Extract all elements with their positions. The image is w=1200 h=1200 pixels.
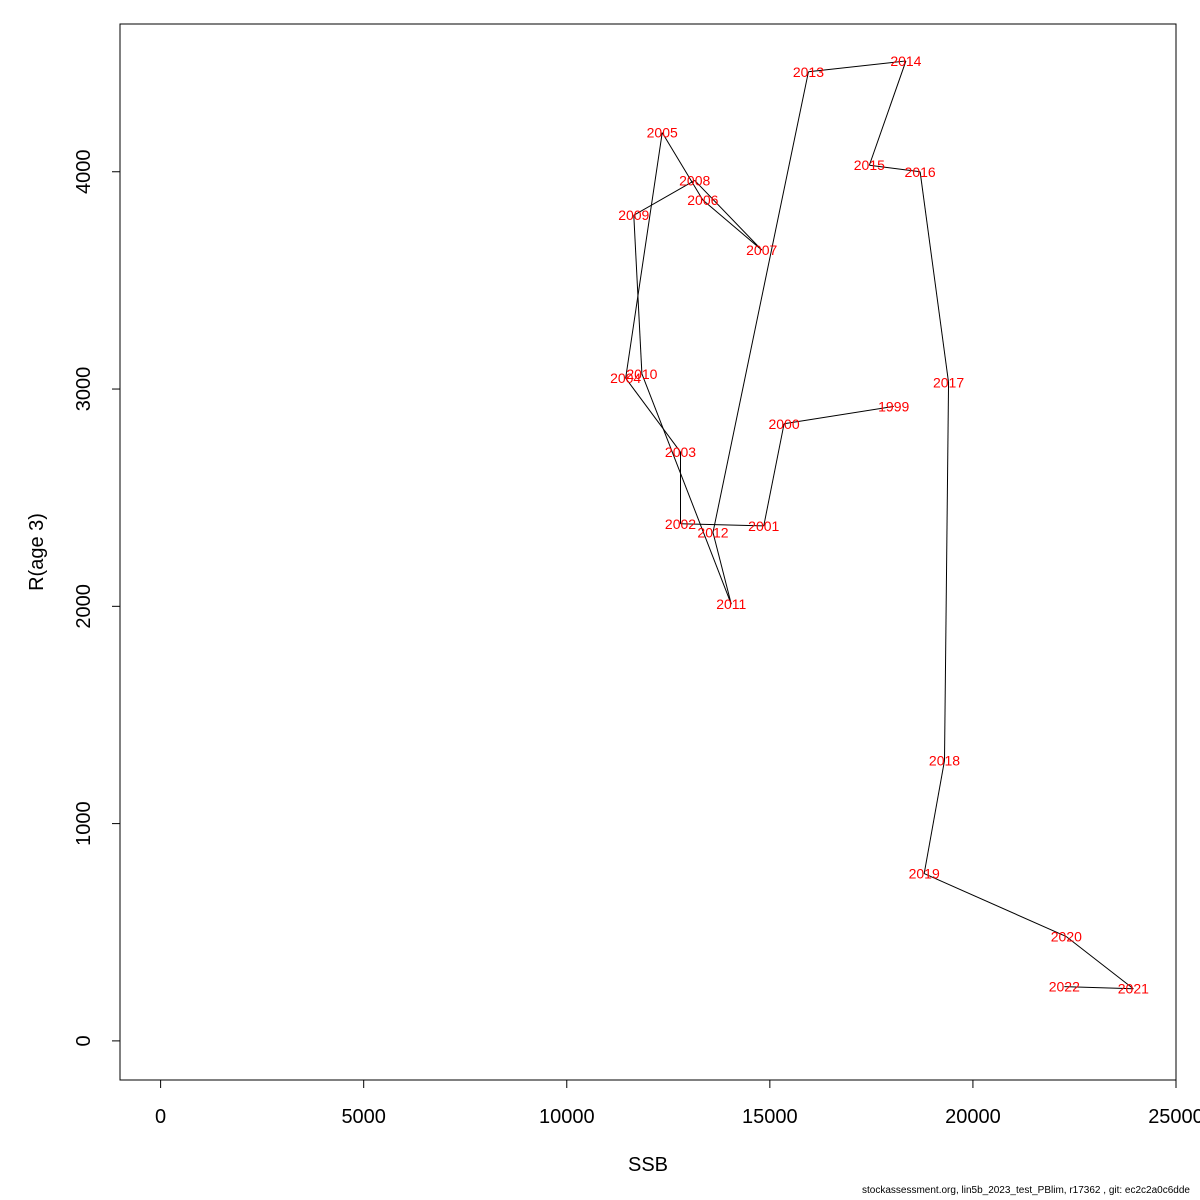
series-segment [694, 180, 763, 251]
y-tick-label: 4000 [73, 150, 95, 195]
series-segment [702, 199, 763, 251]
point-label-2022: 2022 [1049, 979, 1080, 995]
series-segment [712, 532, 732, 605]
y-tick-label: 2000 [73, 584, 95, 629]
series-segment [783, 405, 894, 425]
series-segment [919, 171, 950, 383]
point-label-2004: 2004 [610, 370, 641, 386]
x-axis: 0 5000 10000 15000 20000 25000 [155, 1079, 1200, 1128]
point-label-2005: 2005 [647, 125, 678, 141]
point-label-2018: 2018 [929, 753, 960, 769]
series-segment [625, 377, 681, 453]
x-tick-label: 20000 [945, 1106, 1001, 1128]
y-axis: 0 1000 2000 3000 4000 [73, 150, 121, 1046]
point-label-2021: 2021 [1118, 981, 1149, 997]
footer-credit: stockassessment.org, lin5b_2023_test_PBl… [862, 1185, 1190, 1196]
series-segment [661, 132, 704, 201]
x-tick-label: 10000 [539, 1106, 595, 1128]
series-segment [923, 873, 1067, 938]
y-tick-label: 1000 [73, 801, 95, 846]
x-axis-title: SSB [628, 1154, 668, 1176]
series-segment [808, 60, 906, 73]
x-tick-label: 5000 [341, 1106, 386, 1128]
point-label-2011: 2011 [716, 596, 746, 612]
year-labels: 1999 2000 2001 2002 2003 2004 2005 2006 2007 2008… [610, 53, 1149, 997]
y-tick-label: 0 [73, 1035, 95, 1046]
point-label-2017: 2017 [933, 375, 964, 391]
series-segment [943, 382, 950, 761]
point-label-2006: 2006 [687, 192, 718, 208]
series-segment [641, 373, 732, 605]
series-segment [868, 60, 907, 166]
point-label-2002: 2002 [665, 516, 696, 532]
point-label-2016: 2016 [905, 164, 936, 180]
x-tick-label: 25000 [1148, 1106, 1200, 1128]
series-segment [625, 132, 663, 379]
point-label-2008: 2008 [679, 172, 710, 188]
series-segment [869, 164, 921, 173]
point-label-2014: 2014 [890, 53, 921, 69]
series-segment [633, 180, 695, 216]
x-tick-label: 15000 [742, 1106, 798, 1128]
series-segment [763, 423, 785, 527]
x-tick-label: 0 [155, 1106, 166, 1128]
point-label-2019: 2019 [909, 866, 940, 882]
y-tick-label: 3000 [73, 367, 95, 412]
y-axis-title: R(age 3) [26, 513, 48, 591]
point-label-2000: 2000 [768, 416, 799, 432]
series-segment [633, 215, 643, 374]
series-segment [680, 523, 764, 527]
recruitment-series-path [625, 60, 1134, 990]
series-segment [1064, 986, 1134, 990]
series-segment [1066, 936, 1134, 990]
series-segment [712, 71, 809, 533]
point-label-2009: 2009 [618, 207, 649, 223]
point-label-1999: 1999 [878, 398, 909, 414]
series-segment [923, 760, 945, 874]
point-label-2020: 2020 [1051, 929, 1082, 945]
plot-area-frame [119, 23, 1177, 1081]
point-label-2012: 2012 [697, 524, 728, 540]
point-label-2007: 2007 [746, 242, 777, 258]
point-label-2010: 2010 [626, 366, 657, 382]
point-label-2013: 2013 [793, 64, 824, 80]
point-label-2001: 2001 [748, 518, 779, 534]
point-label-2015: 2015 [854, 157, 885, 173]
point-label-2003: 2003 [665, 444, 696, 460]
